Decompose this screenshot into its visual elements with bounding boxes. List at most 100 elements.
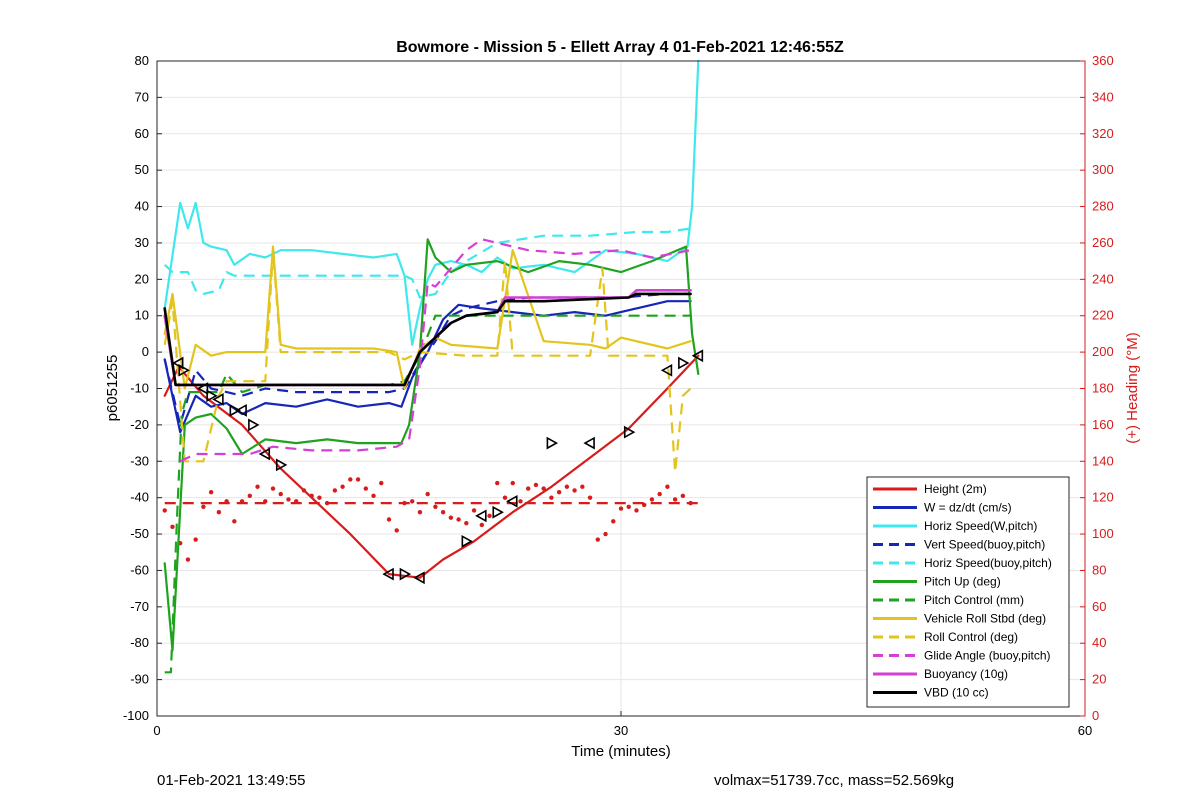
legend-label: Vert Speed(buoy,pitch) <box>924 538 1045 552</box>
y2-axis-label: (+) Heading (°M) <box>1124 332 1141 443</box>
heading-point <box>518 499 523 504</box>
y-axis-label: p6051255 <box>104 355 121 422</box>
y2-tick-label: 220 <box>1092 308 1114 323</box>
series-line <box>163 238 700 652</box>
legend-label: Glide Angle (buoy,pitch) <box>924 649 1051 663</box>
heading-point <box>657 491 662 497</box>
height-marker <box>660 363 673 377</box>
y-tick-label: 10 <box>135 308 149 323</box>
height-marker <box>229 403 241 417</box>
y2-tick-label: 340 <box>1092 89 1114 104</box>
heading-point <box>332 488 338 493</box>
heading-point <box>564 484 570 489</box>
footer-timestamp: 01-Feb-2021 13:49:55 <box>157 772 306 789</box>
height-marker <box>178 363 190 377</box>
heading-point <box>355 477 361 482</box>
heading-point <box>278 491 283 497</box>
y-tick-label: -50 <box>130 526 149 541</box>
heading-point <box>526 486 531 491</box>
series-line <box>163 354 700 579</box>
heading-point <box>185 557 191 562</box>
heading-point <box>572 488 577 493</box>
y2-tick-label: 240 <box>1092 271 1114 286</box>
series-line <box>163 288 692 387</box>
heading-point <box>286 497 291 502</box>
heading-point <box>479 522 484 528</box>
heading-point <box>371 493 376 499</box>
heading-point <box>665 484 670 489</box>
y2-tick-label: 180 <box>1092 381 1114 396</box>
y-tick-label: 0 <box>142 344 149 359</box>
height-marker <box>413 571 425 585</box>
legend-label: VBD (10 cc) <box>924 686 989 700</box>
series-line <box>163 227 691 299</box>
heading-point <box>649 497 655 502</box>
heading-point <box>672 497 678 502</box>
height-marker <box>583 436 595 450</box>
y2-tick-label: 0 <box>1092 708 1099 723</box>
height-marker <box>492 505 504 519</box>
legend-label: Horiz Speed(buoy,pitch) <box>924 556 1052 570</box>
heading-point <box>425 491 430 497</box>
y2-tick-label: 20 <box>1092 672 1106 687</box>
heading-point <box>417 510 423 515</box>
series-line <box>163 300 692 434</box>
y-tick-label: -80 <box>130 635 149 650</box>
heading-point <box>208 490 214 495</box>
x-tick-label: 30 <box>614 723 628 738</box>
y2-tick-label: 360 <box>1092 53 1114 68</box>
y-tick-label: 70 <box>135 89 149 104</box>
heading-point <box>464 520 469 526</box>
heading-point <box>587 495 593 500</box>
legend-label: W = dz/dt (cm/s) <box>924 501 1012 515</box>
legend-label: Vehicle Roll Stbd (deg) <box>924 612 1046 626</box>
height-marker <box>275 458 288 472</box>
heading-point <box>247 493 252 499</box>
height-marker <box>506 494 518 508</box>
series-line <box>163 245 692 390</box>
x-tick-label: 60 <box>1078 723 1092 738</box>
y-tick-label: -30 <box>130 453 149 468</box>
heading-point <box>162 508 167 513</box>
y2-tick-label: 60 <box>1092 599 1106 614</box>
heading-point <box>580 484 585 489</box>
series-layer <box>162 59 704 674</box>
heading-point <box>270 486 276 491</box>
heading-point <box>193 537 198 542</box>
heading-point <box>502 495 508 500</box>
height-marker <box>382 567 394 581</box>
height-marker <box>399 567 412 581</box>
y2-tick-label: 300 <box>1092 162 1114 177</box>
y-tick-label: 20 <box>135 271 149 286</box>
y-tick-label: 30 <box>135 235 149 250</box>
heading-point <box>556 490 562 495</box>
heading-point <box>433 504 438 509</box>
y2-tick-label: 280 <box>1092 199 1114 214</box>
heading-point <box>340 484 345 489</box>
heading-point <box>626 504 631 509</box>
height-marker <box>212 393 224 406</box>
heading-point <box>232 519 237 524</box>
y-tick-label: -40 <box>130 490 149 505</box>
height-marker <box>258 447 271 461</box>
height-marker <box>235 403 247 417</box>
heading-point <box>440 510 446 515</box>
height-marker <box>546 436 559 450</box>
y2-tick-label: 100 <box>1092 526 1114 541</box>
legend-label: Roll Control (deg) <box>924 630 1018 644</box>
height-marker <box>172 356 184 370</box>
heading-point <box>317 495 322 500</box>
height-marker <box>678 356 690 370</box>
height-marker <box>691 349 704 363</box>
axis-ticks: -100-90-80-70-60-50-40-30-20-10010203040… <box>123 53 1114 738</box>
series-line <box>163 292 692 387</box>
legend: Height (2m) W = dz/dt (cm/s) Horiz Speed(W… <box>866 476 1070 708</box>
heading-point <box>487 513 492 519</box>
heading-point <box>471 508 477 513</box>
heading-point <box>611 519 616 524</box>
heading-point <box>495 480 500 486</box>
y-tick-label: -70 <box>130 599 149 614</box>
y-tick-label: -100 <box>123 708 149 723</box>
legend-label: Pitch Control (mm) <box>924 593 1024 607</box>
heading-point <box>533 482 539 488</box>
